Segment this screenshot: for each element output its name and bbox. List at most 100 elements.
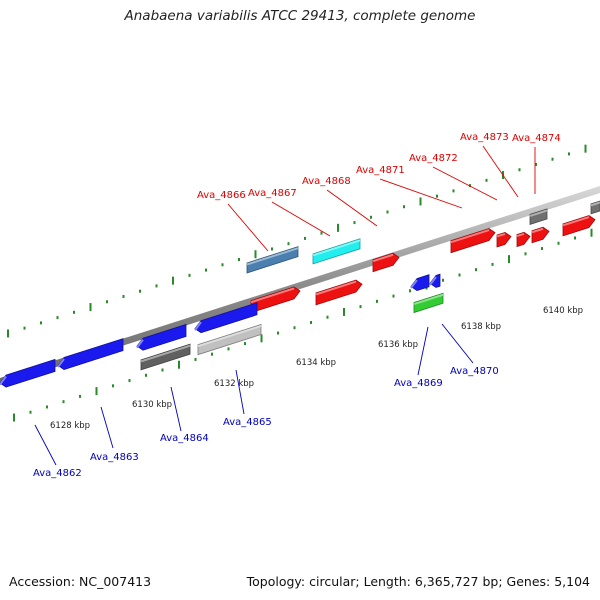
gene-label: Ava_4869: [394, 378, 443, 389]
scale-label: 6138 kbp: [461, 322, 501, 332]
gene-leader-line: [441, 323, 474, 364]
reverse-tick: [326, 315, 329, 319]
gene-Ava_4874: [529, 208, 548, 225]
reverse-tick: [211, 352, 213, 356]
gene-Ava_4873: [496, 231, 512, 248]
gene-Ava_4866-highlight: [246, 247, 299, 266]
forward-tick: [403, 205, 405, 209]
forward-tick: [386, 210, 389, 214]
gene-leader-line: [326, 189, 378, 227]
reverse-tick: [524, 252, 527, 256]
map-title: Anabaena variabilis ATCC 29413, complete…: [124, 8, 476, 24]
gene-forward: [531, 226, 550, 244]
gene-Ava_4865-highlight: [197, 325, 262, 348]
reverse-tick: [13, 413, 15, 422]
gene-Ava_4862: [0, 358, 56, 388]
reverse-tick: [95, 387, 98, 396]
gene-Ava_4868: [315, 279, 363, 306]
scale-label: 6136 kbp: [378, 340, 418, 350]
gene-label: Ava_4873: [460, 132, 509, 143]
forward-tick: [188, 273, 191, 277]
forward-tick: [452, 189, 455, 193]
gene-reverse: [194, 302, 258, 334]
reverse-tick: [29, 410, 32, 414]
gene-Ava_4869: [410, 274, 430, 292]
reverse-tick: [112, 384, 114, 388]
gene-label: Ava_4874: [512, 133, 561, 144]
gene-reverse: [429, 273, 441, 288]
gene-Ava_4864: [140, 343, 191, 371]
forward-tick: [271, 247, 273, 251]
gene-Ava_4862-highlight: [0, 375, 7, 386]
scale-label: 6128 kbp: [50, 421, 90, 431]
gene-Ava_4873-highlight: [496, 232, 506, 238]
reverse-tick: [458, 273, 461, 277]
reverse-tick: [62, 400, 65, 404]
forward-tick: [89, 303, 92, 312]
gene-leader-line: [482, 145, 519, 198]
gene-Ava_4863-highlight: [57, 358, 65, 368]
gene-Ava_4872-body: [450, 228, 496, 254]
gene-leader-line: [432, 166, 498, 201]
gene-Ava_4864-highlight: [140, 344, 191, 363]
forward-tick: [353, 221, 356, 225]
gene-leader-line: [379, 178, 463, 209]
reverse-tick: [194, 357, 197, 361]
reverse-tick: [310, 320, 312, 324]
reverse-tick: [442, 278, 444, 282]
reverse-tick: [178, 360, 180, 369]
gene-label: Ava_4862: [33, 468, 82, 479]
gene-Ava_4871: [372, 252, 400, 273]
gene-leader-line: [34, 424, 57, 466]
gene-Ava_4870: [413, 292, 444, 314]
genome-backbone: [0, 186, 600, 385]
gene-leader-line: [235, 369, 245, 415]
gene-leader-line: [227, 203, 269, 252]
gene-Ava_4866: [246, 246, 299, 274]
reverse-tick: [277, 331, 279, 335]
gene-forward-highlight: [516, 232, 525, 238]
gene-forward-highlight: [250, 287, 295, 304]
gene-reverse-body: [429, 273, 441, 288]
gene-label: Ava_4863: [90, 452, 139, 463]
gene-Ava_4863-body: [57, 338, 124, 370]
forward-tick: [254, 250, 257, 259]
reverse-tick: [145, 373, 147, 377]
reverse-tick: [409, 289, 411, 293]
gene-label: Ava_4867: [248, 188, 297, 199]
forward-tick: [122, 294, 125, 298]
forward-tick: [56, 316, 59, 320]
gene-Ava_4870-highlight: [413, 293, 444, 305]
gene-forward-highlight: [531, 227, 544, 234]
reverse-tick: [475, 268, 477, 272]
forward-tick: [238, 258, 240, 262]
forward-tick: [584, 144, 587, 153]
gene-leader-line: [100, 406, 114, 449]
reverse-tick: [244, 342, 246, 346]
forward-tick: [155, 284, 158, 288]
forward-tick: [370, 215, 372, 219]
forward-tick: [337, 223, 339, 232]
forward-tick: [73, 310, 75, 314]
gene-label: Ava_4864: [160, 433, 209, 444]
reverse-tick: [590, 228, 593, 237]
gene-Ava_4872: [450, 228, 496, 254]
forward-tick: [568, 152, 570, 156]
gene-reverse: [136, 323, 187, 351]
gene-Ava_4871-body: [372, 252, 400, 273]
reverse-tick: [491, 262, 494, 266]
gene-Ava_4867: [312, 238, 361, 265]
reverse-tick: [227, 347, 230, 351]
forward-tick: [7, 329, 9, 338]
gene-forward: [590, 200, 600, 215]
gene-Ava_4868-body: [315, 279, 363, 306]
gene-leader-line: [417, 326, 429, 376]
gene-forward-highlight: [562, 216, 590, 227]
gene-label: Ava_4866: [197, 190, 246, 201]
scale-label: 6134 kbp: [296, 358, 336, 368]
gene-reverse-highlight: [136, 339, 144, 349]
reverse-tick: [79, 394, 81, 398]
scale-label: 6132 kbp: [214, 379, 254, 389]
gene-forward-highlight: [590, 201, 600, 207]
forward-tick: [205, 268, 207, 272]
